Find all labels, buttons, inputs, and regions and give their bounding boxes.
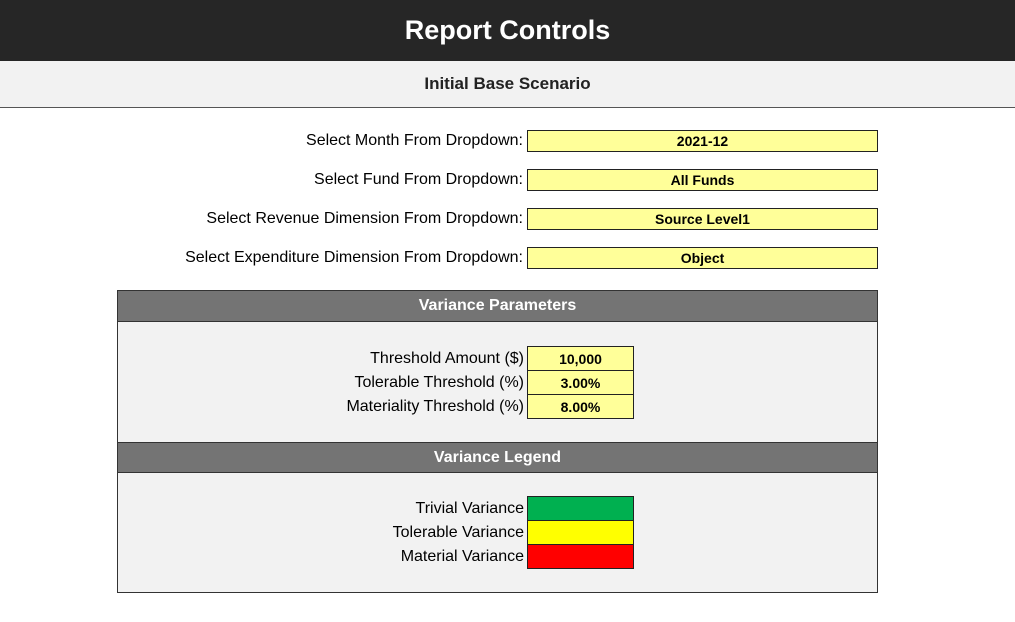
dropdown-label: Select Revenue Dimension From Dropdown:	[206, 210, 523, 227]
legend-title: Variance Legend	[118, 442, 877, 473]
dropdown[interactable]: Source Level1	[527, 208, 878, 230]
parameter-label: Threshold Amount ($)	[370, 350, 524, 367]
parameter-label: Tolerable Threshold (%)	[354, 374, 524, 391]
parameter-label: Materiality Threshold (%)	[346, 398, 524, 415]
legend-label: Material Variance	[400, 548, 524, 565]
legend-swatch	[527, 496, 634, 521]
dropdown-label: Select Fund From Dropdown:	[314, 171, 523, 188]
parameter-input[interactable]: 8.00%	[527, 394, 634, 419]
parameter-input[interactable]: 3.00%	[527, 370, 634, 395]
dropdown-label: Select Month From Dropdown:	[306, 132, 523, 149]
legend-swatch	[527, 520, 634, 545]
dropdown-label: Select Expenditure Dimension From Dropdo…	[185, 249, 523, 266]
parameter-input[interactable]: 10,000	[527, 346, 634, 371]
scenario-title: Initial Base Scenario	[0, 61, 1015, 108]
parameters-title: Variance Parameters	[118, 291, 877, 322]
legend-swatch	[527, 544, 634, 569]
variance-panel: Variance Parameters Variance Legend	[117, 290, 878, 593]
legend-label: Tolerable Variance	[392, 524, 524, 541]
dropdown[interactable]: Object	[527, 247, 878, 269]
legend-label: Trivial Variance	[415, 500, 524, 517]
page-title: Report Controls	[0, 0, 1015, 61]
dropdown[interactable]: All Funds	[527, 169, 878, 191]
dropdown[interactable]: 2021-12	[527, 130, 878, 152]
